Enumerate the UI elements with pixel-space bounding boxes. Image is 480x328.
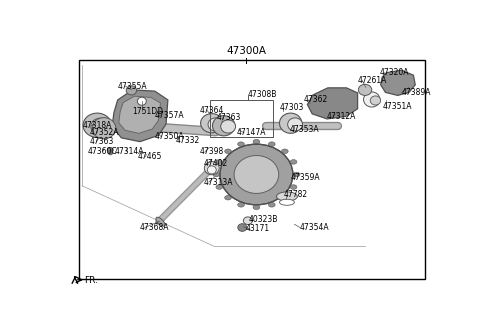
Polygon shape [119,96,160,133]
Ellipse shape [279,199,294,205]
Ellipse shape [216,160,223,164]
Ellipse shape [359,84,372,95]
Ellipse shape [225,149,231,154]
Text: 47353A: 47353A [290,125,320,133]
Ellipse shape [276,192,297,201]
Ellipse shape [92,118,116,139]
Text: 47308B: 47308B [248,91,277,99]
Text: 43171: 43171 [246,224,270,233]
Text: 40323B: 40323B [249,215,278,224]
Ellipse shape [221,120,236,133]
Polygon shape [381,70,415,95]
Text: 47261A: 47261A [358,76,387,85]
Text: 47351A: 47351A [383,102,412,111]
Text: 47350A: 47350A [155,132,184,141]
Text: 47782: 47782 [283,190,307,199]
Ellipse shape [253,205,260,210]
Ellipse shape [91,118,109,135]
Text: 47313A: 47313A [203,177,233,187]
Text: 47318A: 47318A [83,121,112,130]
Ellipse shape [234,155,279,194]
Text: 47359A: 47359A [290,173,320,181]
Ellipse shape [238,142,244,146]
Ellipse shape [268,203,275,207]
Bar [210,100,273,136]
Text: 47363: 47363 [90,137,114,146]
Ellipse shape [238,224,247,231]
Ellipse shape [213,172,219,177]
Ellipse shape [204,162,219,175]
Polygon shape [112,90,168,142]
Ellipse shape [208,118,223,131]
Ellipse shape [363,92,380,107]
Ellipse shape [156,217,165,226]
Ellipse shape [293,172,300,177]
Bar [79,60,424,279]
Text: FR.: FR. [84,276,98,285]
Text: 47352A: 47352A [90,128,119,137]
Ellipse shape [281,149,288,154]
Ellipse shape [216,185,223,189]
Text: 1751DD: 1751DD [132,107,164,116]
Text: 47368A: 47368A [140,223,169,232]
Text: 47398: 47398 [200,147,224,156]
Text: 47355A: 47355A [118,82,147,91]
Ellipse shape [290,160,297,164]
Ellipse shape [137,97,146,105]
Ellipse shape [207,166,216,174]
Ellipse shape [243,217,252,224]
Ellipse shape [370,96,381,105]
Text: 47357A: 47357A [155,111,184,120]
Text: 47354A: 47354A [300,223,330,232]
Text: 47332: 47332 [175,136,200,145]
Ellipse shape [268,142,275,146]
Text: 47389A: 47389A [401,88,431,97]
Ellipse shape [279,113,302,133]
Polygon shape [307,88,358,119]
Ellipse shape [281,195,288,200]
Text: 47303: 47303 [279,103,304,112]
Text: 47465: 47465 [138,152,163,161]
Text: 47147A: 47147A [237,128,266,137]
Ellipse shape [220,144,293,205]
Ellipse shape [288,118,302,131]
Ellipse shape [201,113,223,133]
Ellipse shape [238,203,244,207]
Ellipse shape [213,116,235,136]
Text: 47320A: 47320A [379,68,408,77]
Text: 47360C: 47360C [88,147,118,156]
Ellipse shape [253,139,260,144]
Text: 47362: 47362 [304,95,328,105]
Ellipse shape [83,113,111,137]
Text: 47364: 47364 [200,106,224,114]
Ellipse shape [290,185,297,189]
Ellipse shape [225,195,231,200]
Text: 47363: 47363 [216,113,240,122]
Text: 47300A: 47300A [226,46,266,56]
Text: 47314A: 47314A [115,147,144,156]
Text: 47312A: 47312A [327,112,357,121]
Text: 47402: 47402 [203,159,228,168]
Ellipse shape [107,148,113,153]
Ellipse shape [126,86,137,95]
